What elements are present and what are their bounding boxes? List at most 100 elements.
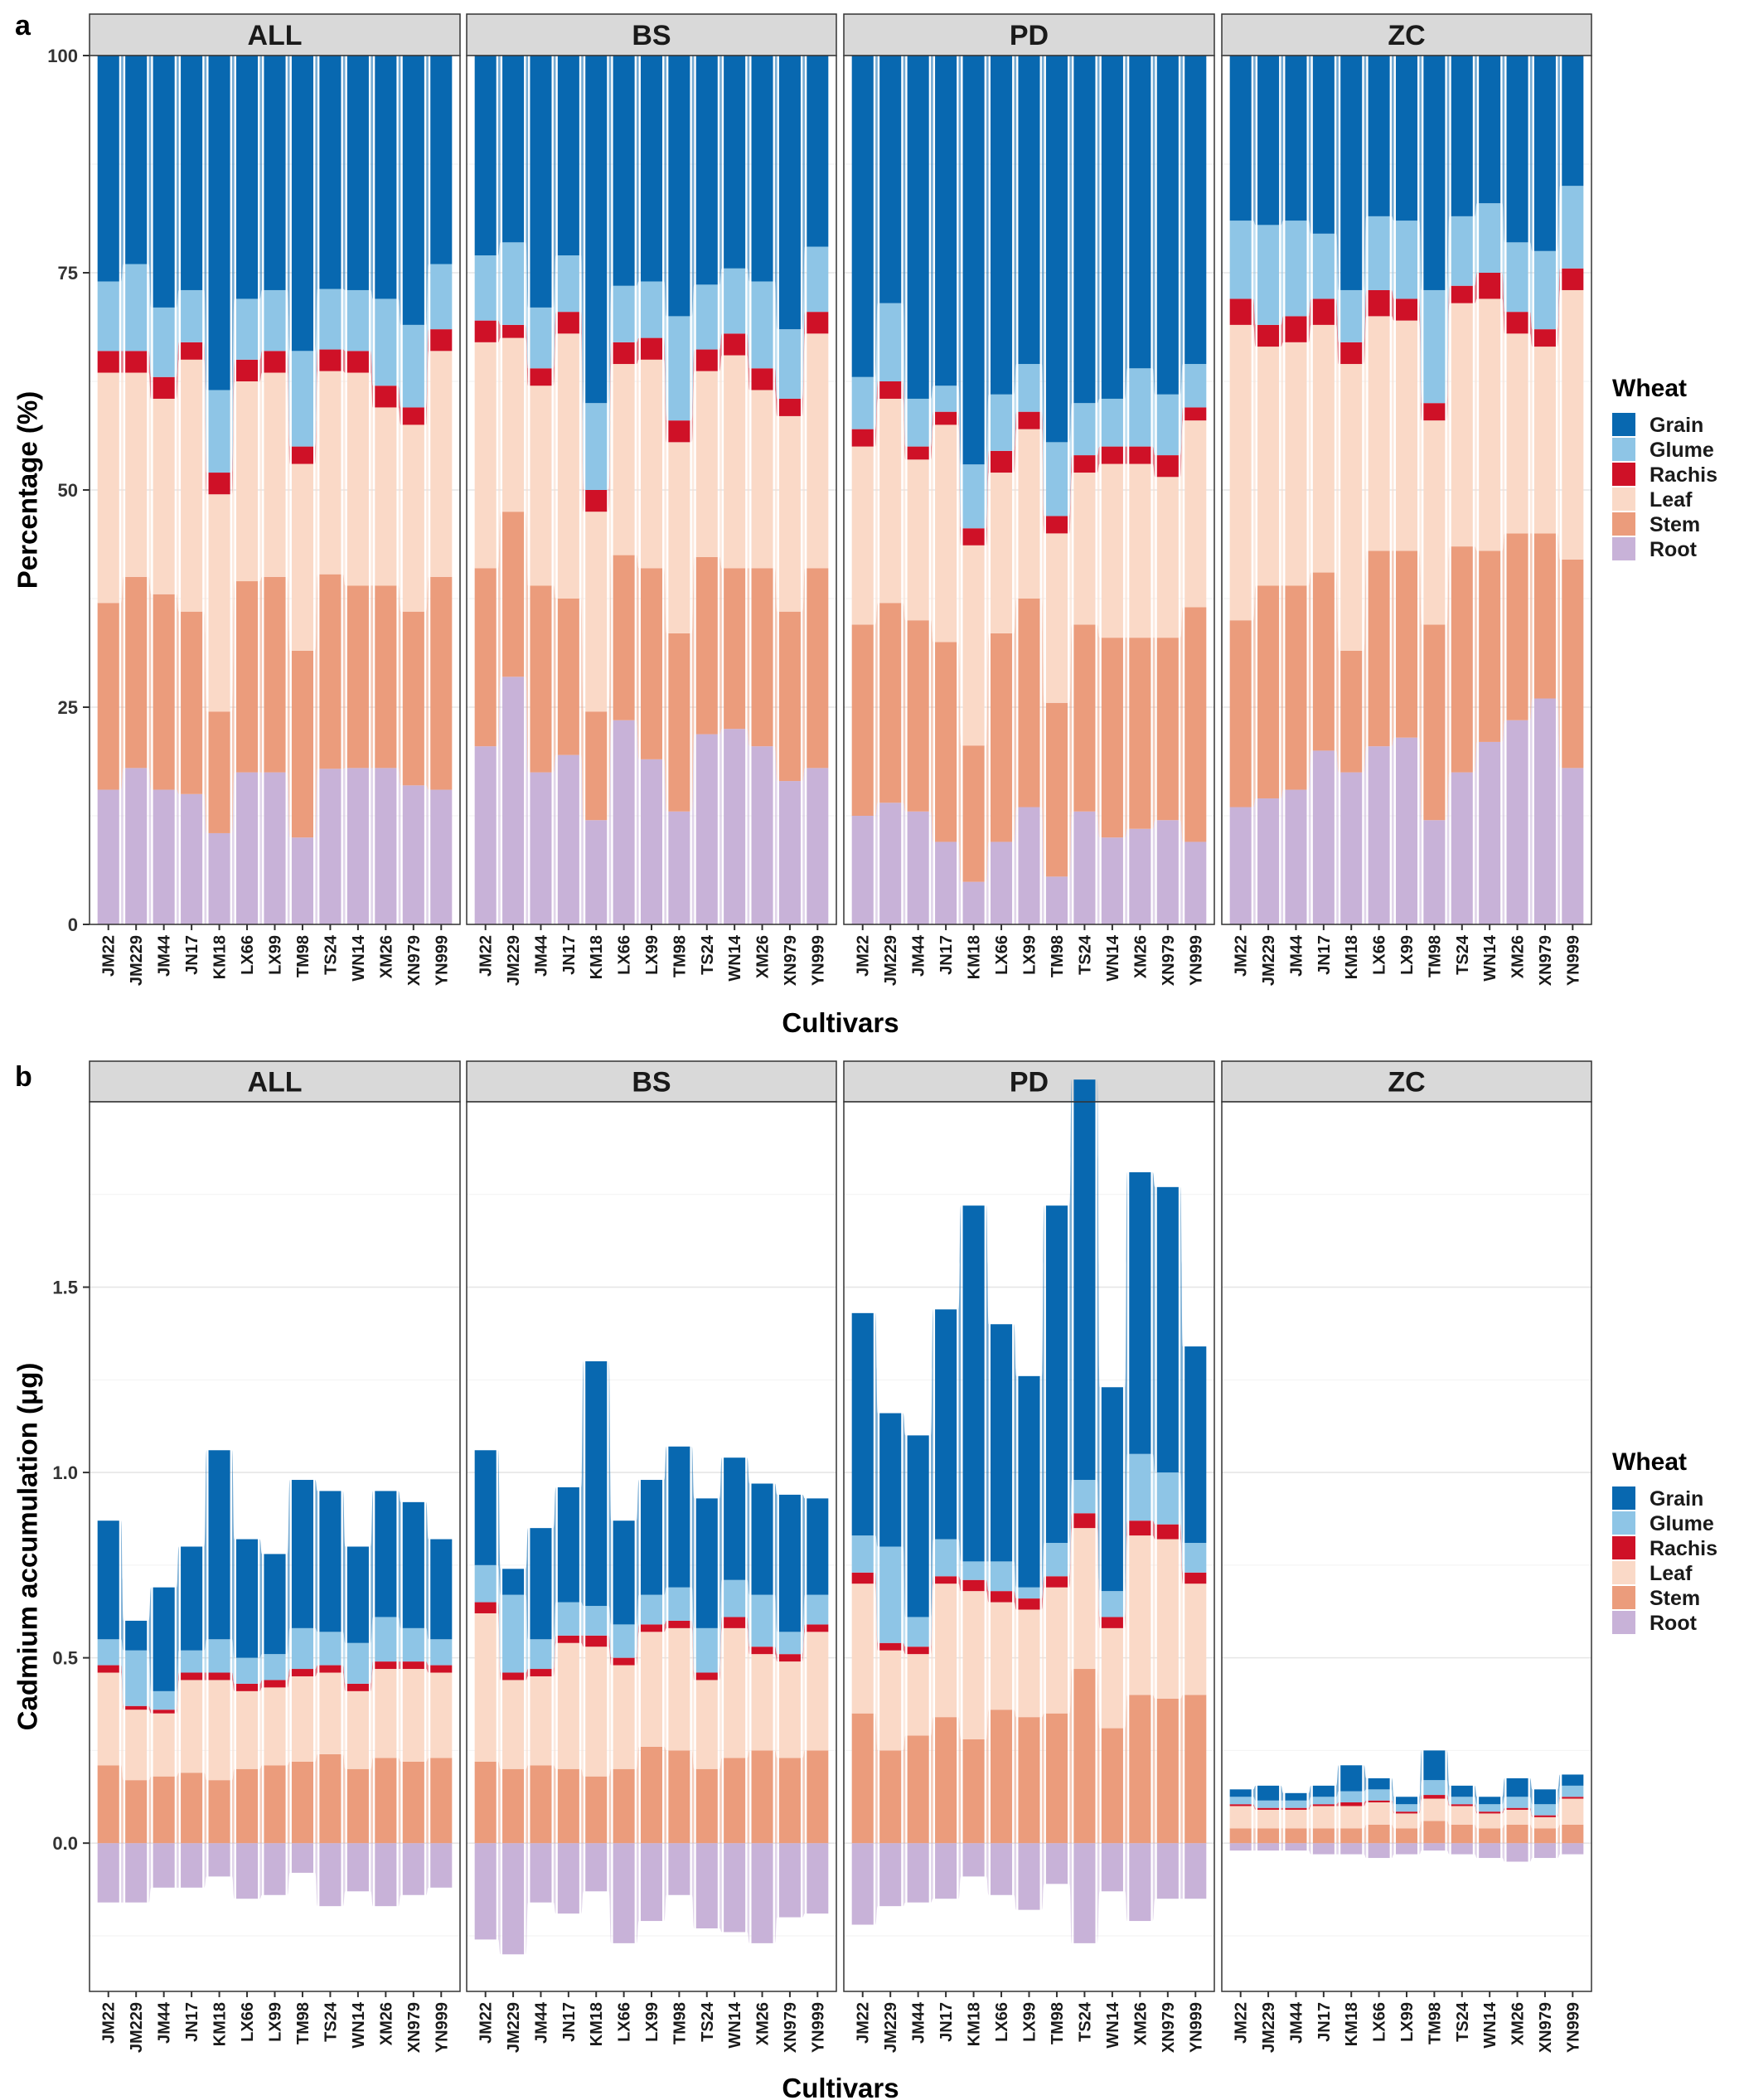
bar-segment-glume [1129, 368, 1151, 447]
x-tick-label: YN999 [1564, 2002, 1582, 2053]
facet-strip [466, 13, 837, 56]
bar-segment-root [474, 1843, 497, 1940]
flow-leaf [426, 351, 429, 612]
flow-root [1529, 698, 1533, 924]
facet-strip [843, 13, 1215, 56]
flow-leaf [148, 1710, 152, 1781]
bar-segment-grain [668, 1446, 690, 1588]
flow-rachis [636, 337, 639, 365]
flow-leaf [1529, 333, 1533, 534]
facet-strip [89, 13, 461, 56]
bar-segment-stem [1533, 1828, 1556, 1844]
flow-grain [1419, 56, 1422, 290]
flow-root [398, 768, 401, 924]
bar-segment-root [1340, 772, 1363, 924]
bar-segment-rachis [1395, 1811, 1418, 1814]
flow-glume [1475, 203, 1477, 286]
x-tick-label: JM44 [156, 2001, 174, 2044]
bar-segment-grain [1129, 56, 1151, 369]
flow-rachis [204, 342, 207, 495]
flow-rachis [636, 1624, 639, 1666]
bar-segment-rachis [640, 1624, 663, 1632]
bar-segment-glume [1045, 1543, 1068, 1577]
bar-segment-grain [668, 56, 690, 317]
flow-stem [315, 574, 318, 838]
bar-segment-root [319, 1843, 342, 1907]
facet-strip-label: ALL [247, 1067, 302, 1098]
flow-leaf [1069, 1528, 1073, 1714]
flow-grain [1419, 1750, 1422, 1805]
flow-root [1419, 737, 1422, 924]
flow-rachis [774, 368, 778, 416]
flow-root [608, 720, 612, 924]
x-tick-label: JM44 [1287, 934, 1306, 977]
flow-grain [802, 56, 805, 330]
flow-grain [1125, 56, 1127, 399]
bar-segment-rachis [1451, 1804, 1473, 1807]
bar-segment-stem [907, 1735, 929, 1844]
flow-rachis [259, 351, 263, 381]
x-tick-label: TM98 [1049, 2002, 1067, 2044]
bar-segment-grain [990, 1324, 1013, 1562]
flow-root [986, 1843, 989, 1895]
flow-grain [1041, 1205, 1044, 1588]
flow-grain [1253, 1785, 1256, 1801]
bar-segment-leaf [778, 415, 801, 612]
bar-segment-rachis [291, 1669, 314, 1676]
y-tick-label: 0 [68, 914, 78, 935]
bar-segment-stem [430, 1758, 453, 1844]
bar-segment-grain [1257, 56, 1280, 226]
x-tick-label: YN999 [433, 2002, 451, 2053]
x-tick-label: JM229 [505, 2002, 523, 2053]
bar-segment-leaf [1562, 1798, 1584, 1825]
x-tick-label: JN17 [1315, 935, 1334, 975]
x-tick-label: KM18 [211, 935, 230, 979]
flow-stem [1391, 1824, 1394, 1844]
bar-segment-grain [640, 1480, 663, 1595]
flow-leaf [608, 364, 612, 712]
bar-segment-grain [181, 1546, 203, 1651]
flow-stem [958, 1717, 962, 1844]
x-tick-label: LX99 [267, 2002, 285, 2042]
flow-stem [1529, 533, 1533, 720]
flow-stem [526, 1765, 529, 1844]
bar-segment-rachis [125, 1705, 148, 1710]
legend-label-glume: Glume [1650, 439, 1714, 462]
flow-glume [526, 242, 529, 369]
bar-segment-stem [668, 1750, 690, 1844]
bar-segment-rachis [585, 1635, 608, 1647]
x-tick-label: XN979 [1160, 2002, 1178, 2053]
bar-segment-stem [1285, 1828, 1307, 1844]
facet-strip [466, 1060, 837, 1103]
flow-root [231, 1843, 235, 1899]
bar-segment-grain [153, 1587, 175, 1691]
bar-segment-grain [181, 56, 203, 290]
flow-stem [121, 1765, 124, 1844]
bar-segment-rachis [613, 1657, 635, 1666]
bar-segment-leaf [181, 1680, 203, 1773]
flow-rachis [1502, 273, 1505, 334]
bar-segment-rachis [1312, 298, 1335, 325]
bar-segment-glume [935, 386, 957, 412]
facet-a-PD: PD JM22 JM229 JM44 JN17 KM18 LX66 LX99 TM98 TS24 W… [843, 13, 1215, 986]
flow-grain [121, 1520, 124, 1651]
bar-segment-grain [291, 1480, 314, 1628]
bar-segment-leaf [1045, 533, 1068, 703]
flow-glume [342, 1632, 346, 1684]
flow-rachis [903, 1642, 906, 1655]
flow-root [1475, 741, 1477, 924]
bar-segment-grain [751, 1483, 773, 1595]
bar-segment-rachis [1018, 411, 1040, 429]
bar-segment-rachis [1073, 455, 1096, 473]
bar-segment-leaf [751, 1654, 773, 1751]
bar-segment-rachis [474, 320, 497, 342]
bar-segment-stem [97, 603, 119, 790]
flow-leaf [958, 424, 962, 746]
flow-glume [1502, 203, 1505, 313]
flow-grain [747, 1457, 750, 1595]
flow-stem [986, 1710, 989, 1844]
bar-segment-glume [1073, 403, 1096, 456]
x-tick-label: JN17 [183, 935, 201, 975]
flow-root [1180, 1843, 1183, 1899]
